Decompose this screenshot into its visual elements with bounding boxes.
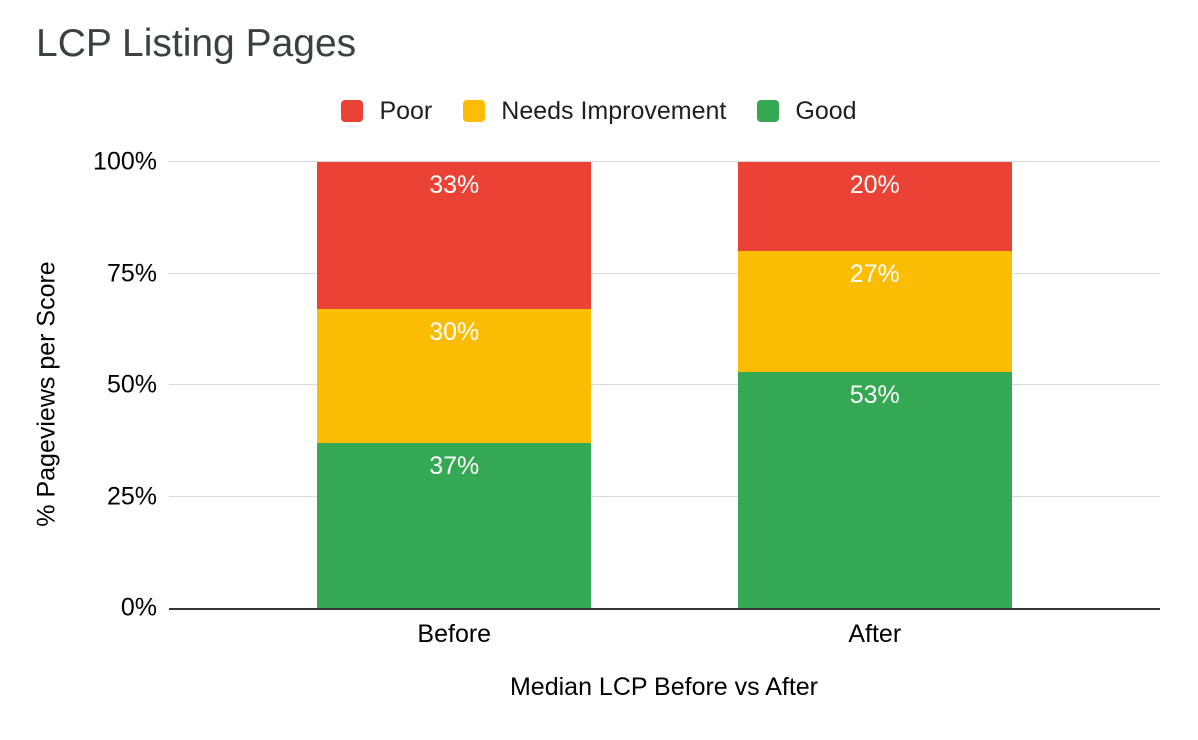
gridline [169,161,1160,162]
legend-label: Poor [379,96,433,125]
x-tick-label-after: After [848,620,902,648]
chart-title: LCP Listing Pages [36,22,357,65]
bar-segment-before-good: 37% [317,442,592,608]
bar-value-label: 53% [849,380,900,409]
bar-value-label: 33% [429,171,480,199]
bar-after: 20% 27% 53% [737,162,1012,608]
bar-segment-before-needs-improvement: 30% [317,309,592,443]
gridline [169,272,1160,274]
bar-segment-after-needs-improvement: 27% [737,251,1012,372]
legend-swatch-poor-icon [341,100,364,122]
bar-segment-after-good: 53% [737,371,1012,608]
gridline [169,495,1160,497]
x-tick-label-before: Before [417,620,492,648]
bar-value-label: 27% [849,260,900,289]
y-tick-label: 50% [106,370,157,399]
y-tick-label: 100% [93,147,157,176]
bar-segment-after-poor: 20% [737,162,1012,252]
legend-item-good: Good [757,96,857,126]
y-tick-label: 0% [120,593,157,622]
bar-segment-before-poor: 33% [317,162,592,310]
y-tick-label: 75% [106,259,157,287]
y-tick-label: 25% [106,482,157,510]
plot-area: 0% 25% 50% 75% 100% 33% 30% 37% Before 20% 27% 53% A… [93,148,1160,648]
legend-label: Needs Improvement [501,96,727,125]
y-axis-title: % Pageviews per Score [32,261,61,527]
legend-label: Good [795,96,857,125]
bar-value-label: 30% [429,318,480,347]
legend-item-poor: Poor [341,97,432,126]
bar-before: 33% 30% 37% [317,162,592,608]
legend: Poor Needs Improvement Good [0,97,1198,125]
legend-swatch-good-icon [757,100,780,122]
gridline [169,384,1160,385]
legend-item-needs-improvement: Needs Improvement [463,97,726,126]
x-axis-title: Median LCP Before vs After [509,673,819,701]
legend-swatch-needs-improvement-icon [463,100,486,122]
bar-value-label: 20% [849,171,900,199]
bar-value-label: 37% [429,451,480,480]
